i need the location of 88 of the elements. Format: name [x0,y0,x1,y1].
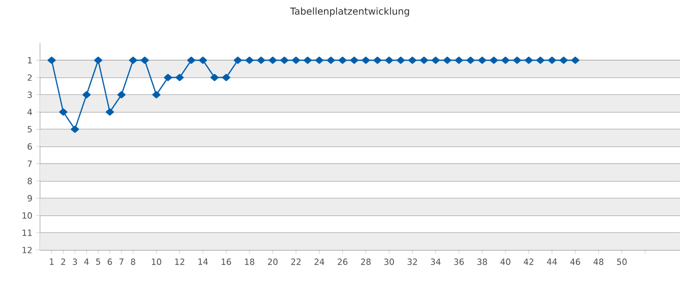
point [198,56,208,64]
point [362,56,370,64]
point [548,56,556,64]
point [571,56,580,64]
point [152,91,160,98]
x-tick-label: 46 [570,258,580,265]
point [315,56,324,64]
point [338,56,347,64]
point [292,56,300,64]
x-tick-label: 4 [84,258,89,265]
point [106,108,114,116]
point [117,91,126,98]
x-tick-label: 38 [477,258,488,265]
point [140,56,149,64]
point [490,56,498,64]
point [384,56,394,64]
x-tick-label: 2 [61,258,66,265]
y-tick-label: 1 [28,57,32,64]
chart-title: Tabellenplatzentwicklung [290,7,410,17]
point [408,56,416,64]
point [350,56,358,64]
point [164,74,172,82]
point [245,56,254,64]
point [268,56,277,64]
point [396,56,405,64]
point [478,56,486,64]
y-tick-label: 11 [22,230,32,236]
point [48,56,56,64]
point [304,56,312,64]
x-tick-label: 14 [198,258,208,265]
y-tick-label: 12 [22,246,32,254]
x-tick-label: 28 [361,258,371,265]
x-tick-label: 1 [50,258,54,265]
point [501,56,510,64]
x-tick-label: 3 [72,258,77,265]
point [280,56,288,64]
y-tick-label: 6 [28,143,32,150]
x-tick-label: 8 [130,258,136,265]
point [187,56,196,64]
x-tick-label: 5 [96,258,100,265]
point [94,56,102,64]
point [536,56,544,64]
point [443,56,452,64]
x-tick-label: 10 [152,258,162,265]
point [210,74,219,82]
x-tick-label: 6 [108,258,112,265]
point [82,91,91,98]
x-tick-label: 12 [175,258,184,265]
y-tick-label: 7 [28,160,32,167]
x-tick-label: 44 [547,258,557,265]
x-tick-label: 30 [384,258,394,265]
point [222,74,230,82]
point [70,126,80,133]
x-tick-label: 24 [314,258,324,265]
x-tick-label: 42 [524,258,534,265]
y-tick-label: 10 [22,212,32,219]
x-tick-label: 48 [594,258,604,265]
point [524,56,533,64]
y-tick-label: 8 [28,178,32,184]
point [234,56,242,64]
x-tick-label: 40 [500,258,510,265]
x-tick-label: 50 [617,258,627,265]
y-tick-label: 2 [28,74,32,81]
x-tick-label: 32 [408,258,417,265]
point [326,56,336,64]
point [454,56,464,64]
x-tick-label: 34 [430,258,441,265]
x-tick-label: 36 [454,258,464,265]
x-tick-label: 22 [291,258,301,265]
y-tick-label: 9 [28,195,32,202]
point [256,56,266,64]
point [128,56,138,64]
point [560,56,568,64]
point [176,74,184,82]
y-tick-label: 4 [27,108,32,116]
y-tick-label: 5 [28,126,32,132]
point [512,56,522,64]
point [432,56,440,64]
x-tick-label: 7 [119,258,124,265]
y-tick-label: 3 [28,92,32,98]
point [373,56,382,64]
point [466,56,475,64]
x-tick-label: 20 [268,258,278,265]
x-tick-label: 26 [338,258,348,265]
point [59,108,68,116]
x-tick-label: 18 [244,258,254,265]
point [420,56,428,64]
x-tick-label: 16 [222,258,232,265]
